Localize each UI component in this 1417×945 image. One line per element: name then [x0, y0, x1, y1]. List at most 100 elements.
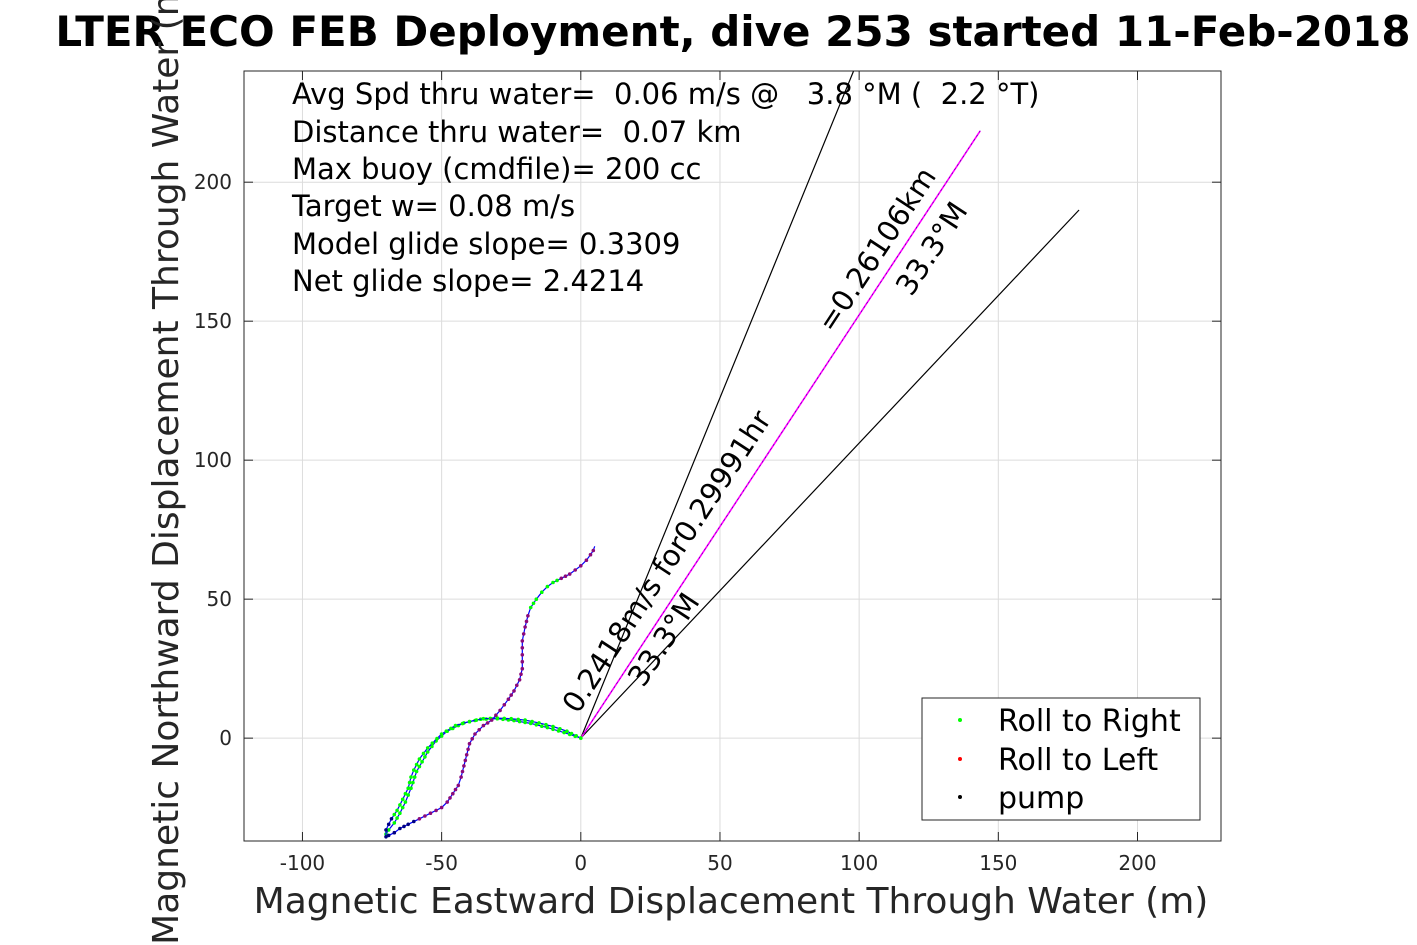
heading-cone [580, 71, 1080, 739]
track-a-point [412, 768, 416, 772]
track-a-point [412, 819, 416, 824]
annotation-target-w: Target w= 0.08 m/s [291, 189, 575, 223]
track-a-point [473, 732, 477, 736]
y-tick-label: 50 [207, 587, 232, 611]
track-a-point [406, 822, 411, 827]
track-a-point [481, 723, 486, 728]
track-b-point [489, 718, 494, 722]
track-c-point [562, 730, 566, 735]
track-b-point [521, 632, 526, 636]
track-a-point [456, 783, 461, 788]
track-a-point [407, 780, 412, 785]
cone-line [580, 71, 855, 739]
track-b-point [517, 678, 522, 682]
track-a-point [445, 800, 450, 804]
track-c-point [425, 750, 430, 754]
y-tick-label: 200 [194, 170, 232, 194]
track-b-point [579, 564, 583, 568]
track-a-point [409, 775, 413, 779]
track-c-point [400, 805, 405, 810]
annotation-max-buoy: Max buoy (cmdfile)= 200 cc [292, 152, 701, 186]
track-a-point [558, 727, 562, 731]
x-tick-label: -100 [280, 851, 325, 875]
track-a-point [453, 787, 458, 792]
x-tick-label: 50 [707, 851, 732, 875]
track-a-point [417, 757, 422, 761]
track-a-point [430, 741, 435, 745]
track-a-point [449, 726, 453, 731]
annotation-net-glide-slope: Net glide slope= 2.4214 [292, 264, 644, 298]
track-a-point [462, 764, 466, 768]
track-a-point [569, 731, 574, 736]
track-a-point [467, 719, 472, 724]
axis-ticks: -100 -50 0 50 100 150 200 0 50 100 150 200 [194, 71, 1221, 875]
track-c-point [420, 760, 424, 764]
legend-label-roll-right: Roll to Right [998, 704, 1181, 739]
track-a-point [453, 723, 458, 728]
track-a-point [398, 803, 402, 807]
track-a-point [384, 835, 388, 839]
track-b-point [588, 552, 593, 557]
legend-marker-roll-right [958, 718, 962, 722]
track-b-point [523, 625, 527, 629]
track-b-point [559, 576, 564, 581]
track-c-point [409, 786, 413, 790]
track-b-point [520, 639, 525, 643]
track-c-point [423, 755, 427, 759]
y-tick-label: 0 [219, 726, 232, 750]
track-a-point [451, 791, 455, 796]
x-tick-label: 0 [574, 851, 587, 875]
track-a-point [392, 812, 397, 817]
legend-marker-pump [958, 795, 962, 799]
track-a-point [425, 746, 430, 750]
x-tick-label: 100 [840, 851, 878, 875]
track-c-point [540, 724, 544, 728]
annotation-distance: Distance thru water= 0.07 km [292, 115, 742, 149]
glider-track [384, 546, 596, 839]
track-a-point [403, 791, 408, 796]
track-a-point [392, 830, 397, 835]
track-a-point [544, 722, 548, 727]
legend: Roll to Right Roll to Left pump [921, 697, 1201, 821]
track-a-point [395, 808, 399, 813]
track-c-point [430, 744, 434, 749]
track-a-point [495, 716, 500, 720]
track-b-point [502, 703, 507, 707]
track-b-point [528, 605, 533, 610]
track-a-point [523, 718, 527, 722]
track-c-point [417, 764, 422, 769]
track-b-point [526, 614, 530, 618]
track-b-point [506, 697, 511, 701]
track-a-point [400, 797, 405, 802]
y-axis-label: Magnetic Northward Displacement Through … [146, 0, 187, 945]
track-a-point [402, 824, 406, 829]
track-c-point [534, 723, 539, 727]
track-a-point [463, 758, 468, 763]
track-a-point [467, 741, 472, 746]
track-b-point [567, 572, 572, 576]
track-b-point [540, 590, 544, 594]
y-tick-label: 100 [194, 448, 232, 472]
track-c-point [512, 718, 516, 723]
track-a-point [477, 728, 482, 732]
track-a-point [474, 718, 479, 722]
track-a-point [565, 729, 569, 733]
track-b-point [498, 708, 502, 713]
legend-box [921, 697, 1201, 821]
track-a-point [466, 747, 470, 752]
track-a-point [428, 811, 433, 815]
track-a-point [551, 724, 555, 729]
track-b-point [524, 619, 529, 624]
track-b-point [520, 666, 525, 671]
annotation-avg-speed: Avg Spd thru water= 0.06 m/s @ 3.8 °M ( … [292, 77, 1040, 111]
legend-marker-roll-left [958, 757, 962, 761]
track-a-point [414, 762, 419, 767]
legend-label-pump: pump [998, 781, 1084, 816]
grid [244, 71, 1221, 841]
track-a-point [398, 826, 402, 831]
track-a-point [439, 805, 444, 810]
track-b-point [545, 584, 550, 589]
track-c-point [403, 800, 408, 804]
track-a-point [435, 736, 439, 741]
track-b-point [563, 574, 568, 578]
